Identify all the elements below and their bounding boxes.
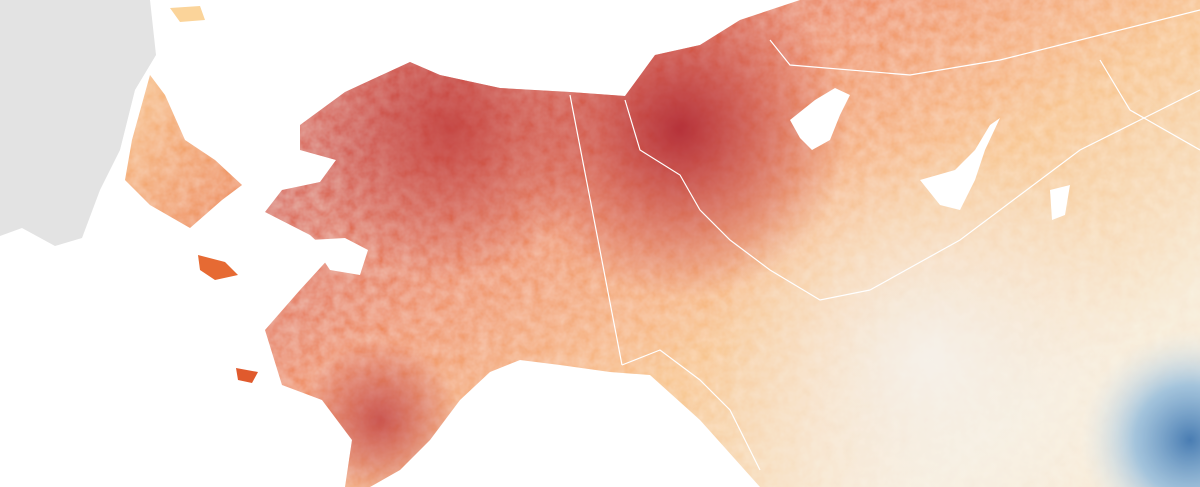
chukotka-peninsula [125,75,242,228]
great-slave-lake [920,118,1000,210]
russia-landmass [0,0,156,246]
great-bear-lake [790,88,850,150]
lake-athabasca [1050,185,1070,220]
island-small [236,368,258,383]
bc-alberta-border [869,89,1200,291]
panhandle-border [621,349,761,471]
province-border [1099,59,1200,151]
island-top [170,6,205,22]
alaska-canada-border [569,94,623,366]
st-lawrence-island [198,255,238,280]
political-boundaries [569,9,1200,471]
nunavut-border [769,9,1200,76]
norton-sound [310,238,368,275]
yukon-nwt-border [624,99,871,301]
